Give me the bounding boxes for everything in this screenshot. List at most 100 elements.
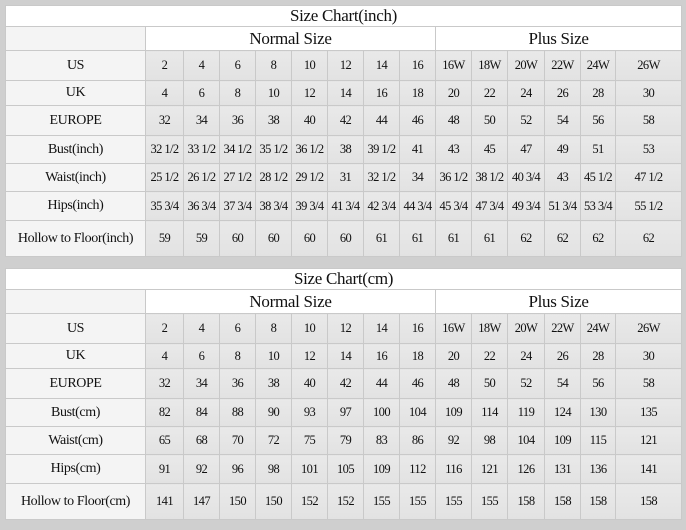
size-cell: 27 1/2	[219, 163, 256, 192]
size-cell: 61	[399, 220, 436, 257]
row-label: UK	[5, 80, 146, 106]
table-row: Bust(cm) 82 84 88 90 93 97 100 104 109 114 119 124 13…	[5, 398, 683, 427]
size-cell: 39 1/2	[363, 135, 400, 164]
size-cell: 12	[327, 313, 364, 344]
size-cell: 43	[544, 163, 581, 192]
corner-cell	[5, 289, 146, 314]
size-cell: 36 1/2	[291, 135, 328, 164]
row-label: Bust(cm)	[5, 398, 146, 427]
size-cell: 39 3/4	[291, 191, 328, 221]
size-cell: 26W	[614, 50, 683, 81]
size-cell: 47	[507, 135, 545, 164]
size-cell: 37 3/4	[219, 191, 256, 221]
size-cell: 18W	[471, 313, 508, 344]
size-cell: 61	[363, 220, 400, 257]
row-label: Waist(cm)	[5, 426, 146, 455]
table-row: UK 4 6 8 10 12 14 16 18 20 22 24 26 28 30	[5, 80, 683, 106]
size-cell: 26 1/2	[183, 163, 220, 192]
size-cell: 104	[507, 426, 545, 455]
size-cell: 54	[544, 105, 581, 136]
size-cell: 92	[183, 454, 220, 484]
size-cell: 6	[183, 80, 220, 106]
row-label: US	[5, 50, 146, 81]
size-cell: 20	[435, 80, 472, 106]
size-cell: 61	[435, 220, 472, 257]
size-cell: 58	[614, 105, 683, 136]
size-cell: 46	[399, 105, 436, 136]
size-cell: 135	[614, 398, 683, 427]
size-cell: 59	[183, 220, 220, 257]
table-row: Waist(cm) 65 68 70 72 75 79 83 86 92 98 104 109 115 12…	[5, 426, 683, 455]
size-cell: 152	[291, 483, 328, 520]
size-cell: 14	[363, 50, 400, 81]
size-cell: 109	[544, 426, 581, 455]
size-cell: 109	[363, 454, 400, 484]
table-row: US 2 4 6 8 10 12 14 16 16W 18W 20W 22W 24W 26W	[5, 313, 683, 344]
size-cell: 47 3/4	[471, 191, 508, 221]
size-cell: 141	[145, 483, 184, 520]
size-cell: 28 1/2	[255, 163, 292, 192]
row-label: Hips(cm)	[5, 454, 146, 484]
table-row: Hips(inch) 35 3/4 36 3/4 37 3/4 38 3/4 39 3/4…	[5, 191, 683, 221]
size-cell: 34 1/2	[219, 135, 256, 164]
size-cell: 141	[614, 454, 683, 484]
size-cell: 86	[399, 426, 436, 455]
size-cell: 116	[435, 454, 472, 484]
table-row: EUROPE 32 34 36 38 40 42 44 46 48 50 52 54 56 58	[5, 368, 683, 399]
size-cell: 48	[435, 105, 472, 136]
size-cell: 158	[614, 483, 683, 520]
size-cell: 53	[614, 135, 683, 164]
group-header-row: Normal Size Plus Size	[5, 289, 683, 314]
size-cell: 60	[219, 220, 256, 257]
size-cell: 45 1/2	[580, 163, 616, 192]
size-cell: 35 1/2	[255, 135, 292, 164]
size-cell: 50	[471, 368, 508, 399]
size-cell: 45	[471, 135, 508, 164]
size-cell: 24	[507, 80, 545, 106]
row-label: Hips(inch)	[5, 191, 146, 221]
size-cell: 22W	[544, 50, 581, 81]
size-cell: 18	[399, 80, 436, 106]
size-cell: 28	[580, 80, 616, 106]
size-cell: 4	[183, 313, 220, 344]
size-cell: 46	[399, 368, 436, 399]
size-cell: 34	[183, 368, 220, 399]
size-cell: 51 3/4	[544, 191, 581, 221]
size-cell: 98	[255, 454, 292, 484]
size-cell: 6	[219, 50, 256, 81]
size-cell: 20W	[507, 50, 545, 81]
size-cell: 104	[399, 398, 436, 427]
size-cell: 60	[291, 220, 328, 257]
size-cell: 16W	[435, 313, 472, 344]
size-cell: 40 3/4	[507, 163, 545, 192]
size-cell: 22	[471, 343, 508, 369]
size-cell: 44 3/4	[399, 191, 436, 221]
size-cell: 16	[363, 80, 400, 106]
size-cell: 155	[399, 483, 436, 520]
size-cell: 56	[580, 105, 616, 136]
table-row: Bust(inch) 32 1/2 33 1/2 34 1/2 35 1/2 36 1/2…	[5, 135, 683, 164]
size-cell: 31	[327, 163, 364, 192]
size-cell: 136	[580, 454, 616, 484]
size-cell: 18	[399, 343, 436, 369]
size-cell: 29 1/2	[291, 163, 328, 192]
size-cell: 155	[363, 483, 400, 520]
size-cell: 10	[291, 313, 328, 344]
size-cell: 26	[544, 343, 581, 369]
size-cell: 10	[291, 50, 328, 81]
size-cell: 14	[363, 313, 400, 344]
size-cell: 51	[580, 135, 616, 164]
size-cell: 14	[327, 80, 364, 106]
size-chart-cm: Size Chart(cm) Normal Size Plus Size US 2 4 6 8…	[4, 268, 683, 520]
size-cell: 62	[544, 220, 581, 257]
size-cell: 93	[291, 398, 328, 427]
size-cell: 12	[291, 343, 328, 369]
size-cell: 44	[363, 368, 400, 399]
size-cell: 114	[471, 398, 508, 427]
size-cell: 4	[145, 80, 184, 106]
size-cell: 14	[327, 343, 364, 369]
size-cell: 98	[471, 426, 508, 455]
size-cell: 130	[580, 398, 616, 427]
size-cell: 131	[544, 454, 581, 484]
size-cell: 16	[399, 313, 436, 344]
